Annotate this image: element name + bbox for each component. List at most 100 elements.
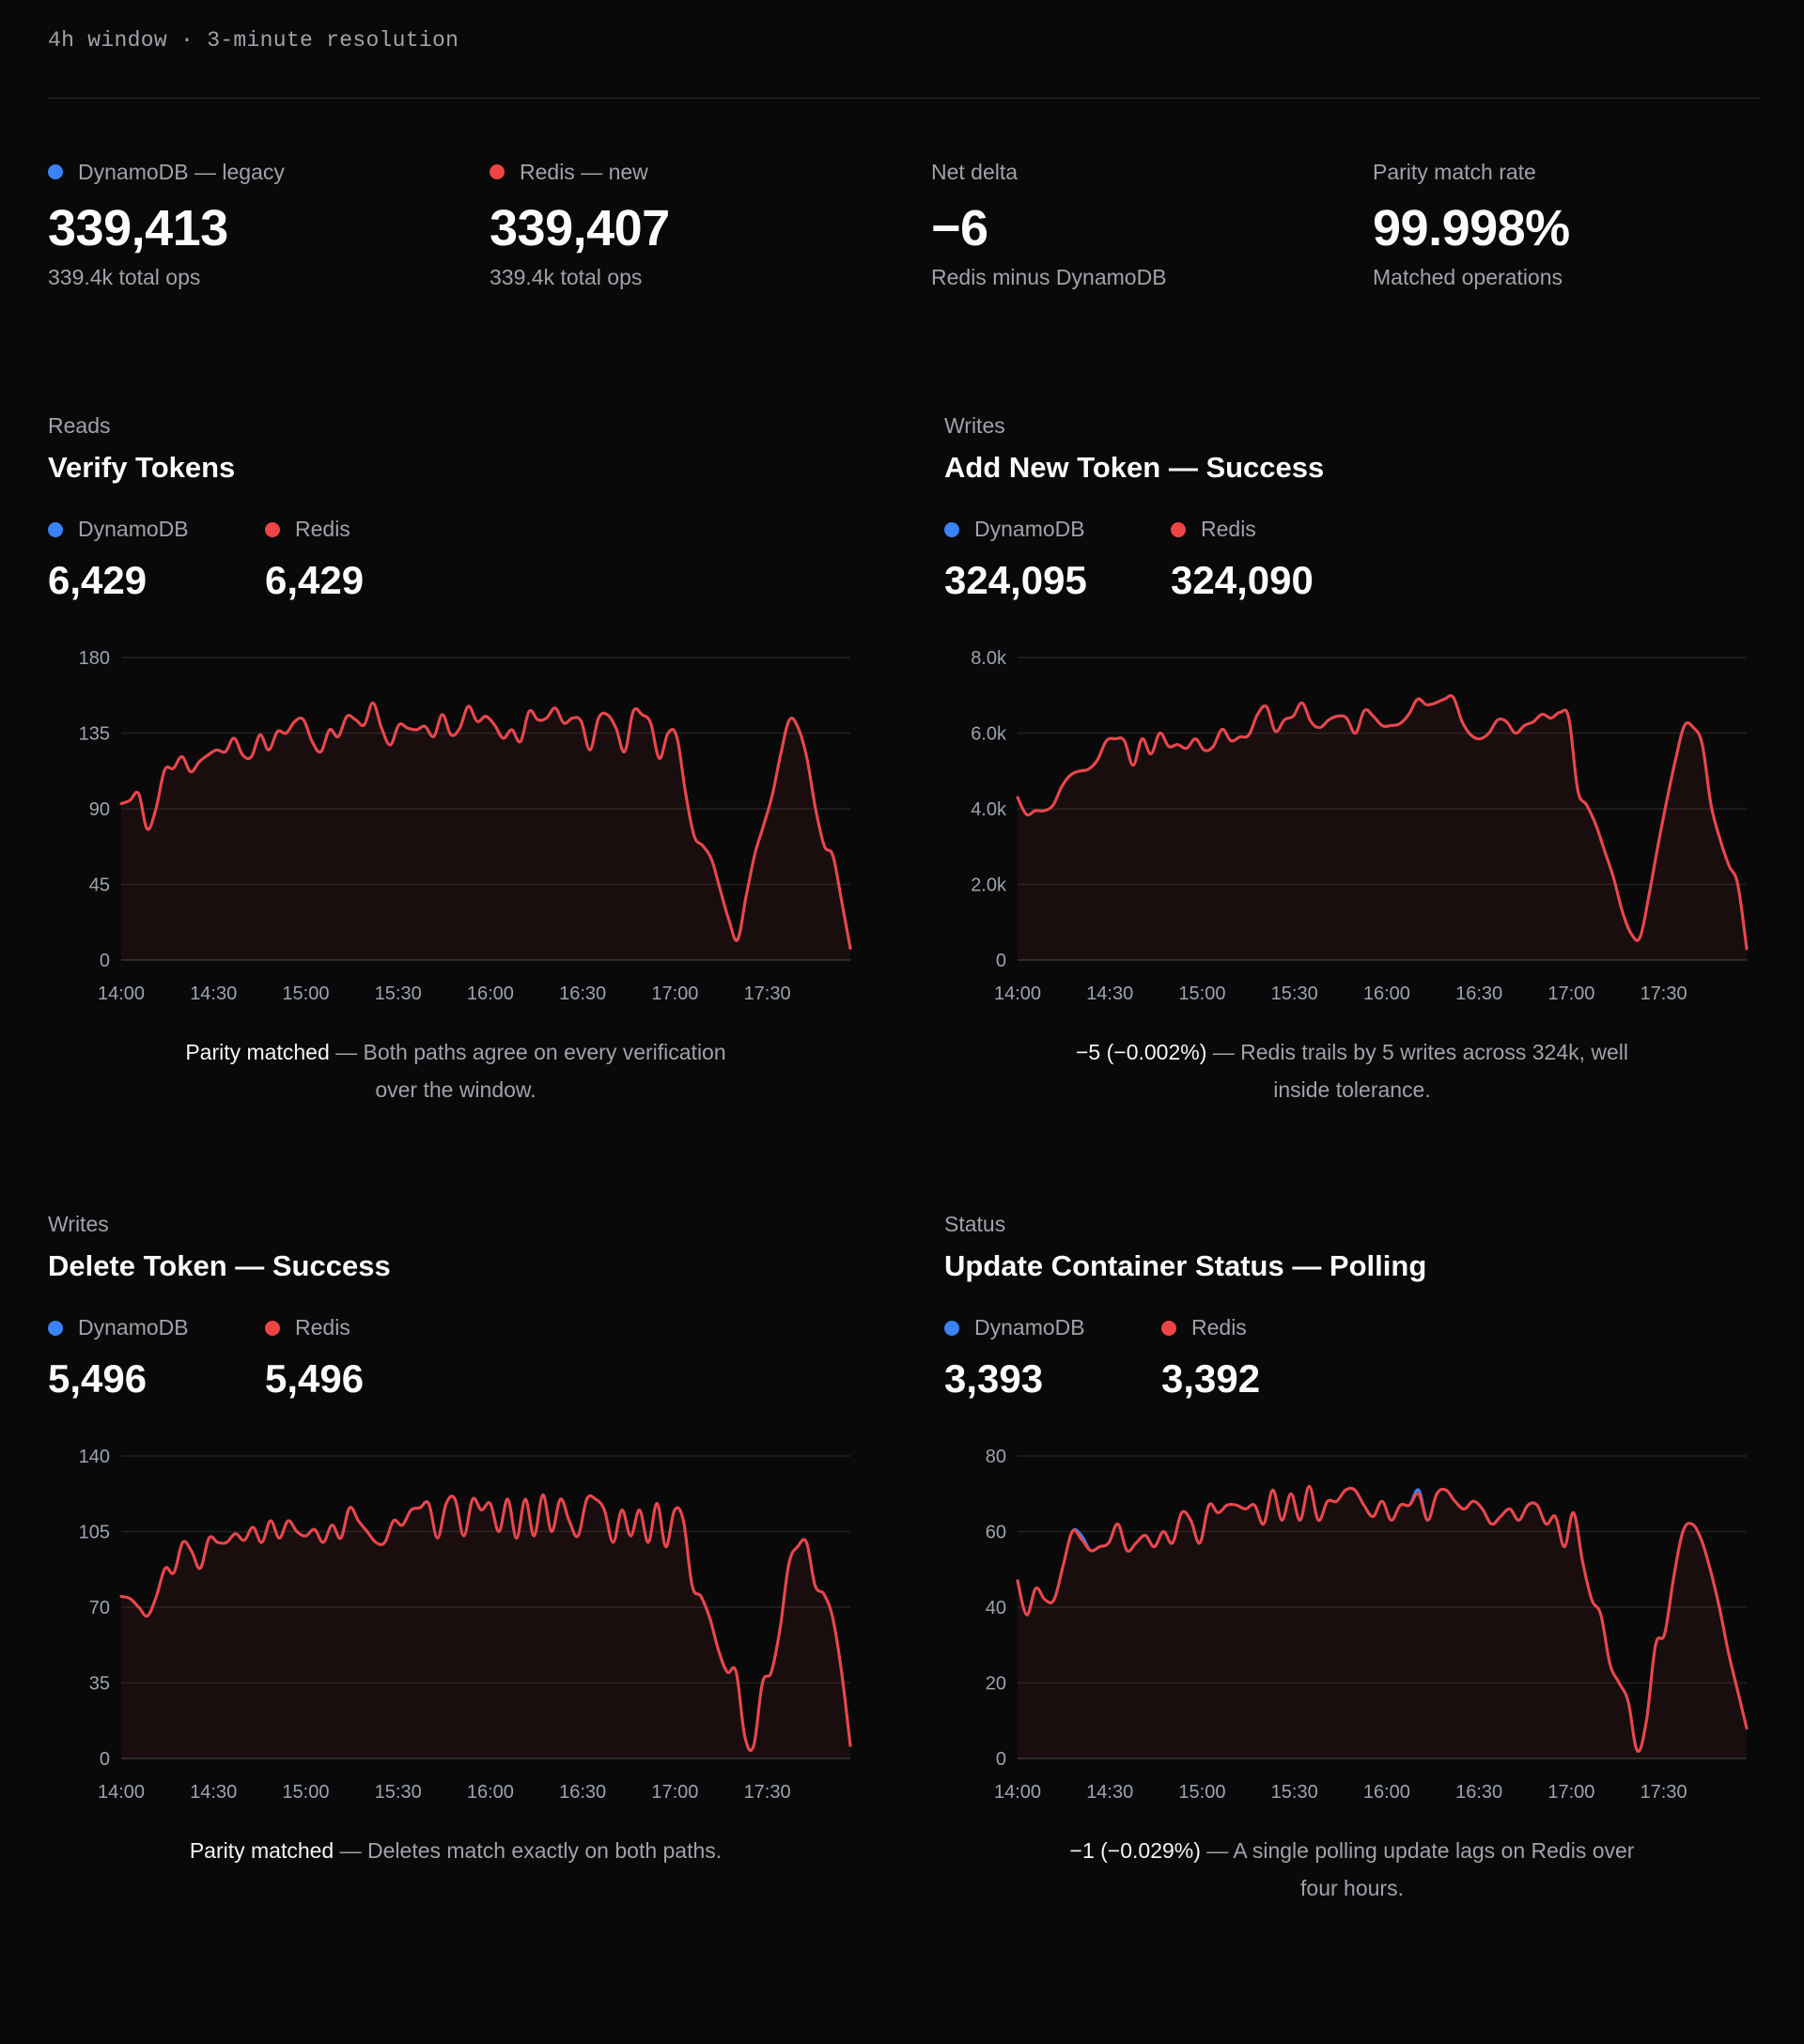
legend-label: DynamoDB (974, 1315, 1085, 1339)
kpi-value: 99.998% (1373, 200, 1570, 256)
y-tick-label: 70 (89, 1598, 110, 1618)
kpi-value: −6 (931, 200, 988, 256)
x-tick-label: 16:00 (467, 1782, 514, 1803)
chart-gridlines (121, 1455, 850, 1759)
series-area-redis (121, 703, 850, 960)
x-tick-label: 15:30 (375, 983, 422, 1004)
x-tick-label: 17:00 (1547, 1782, 1594, 1803)
series-line-redis (119, 701, 852, 950)
panel-category: Reads (48, 413, 111, 438)
dynamodb-dot-icon (944, 1320, 959, 1336)
chart-update-container-status: 0 20 40 60 80 14:00 14:30 15:00 15:30 16:00 16:30 1… (986, 1447, 1749, 1803)
series-area-redis (1018, 1486, 1747, 1758)
series-area-redis (1018, 695, 1747, 960)
redis-dot-icon (1171, 521, 1186, 537)
kpi-sub: 339.4k total ops (48, 265, 201, 289)
x-tick-label: 17:30 (1641, 1782, 1687, 1803)
kpi-parity-rate: Parity match rate 99.998% Matched operat… (1373, 156, 1804, 290)
x-tick-label: 16:30 (559, 1782, 606, 1803)
chart-gridlines (1018, 1455, 1747, 1759)
y-tick-label: 140 (79, 1447, 110, 1467)
legend-dynamodb: DynamoDB (944, 1315, 1085, 1340)
panel-delete-token: Writes Delete Token — Success DynamoDB R… (48, 1212, 894, 1907)
y-tick-label: 80 (986, 1447, 1006, 1467)
y-tick-label: 105 (79, 1523, 110, 1543)
panel-category: Status (944, 1212, 1006, 1236)
x-tick-label: 14:00 (98, 1782, 145, 1803)
panel-title: Delete Token — Success (48, 1249, 391, 1282)
note-highlight: −1 (−0.029%) (1069, 1838, 1201, 1863)
dynamodb-dot-icon (48, 1320, 63, 1336)
dynamodb-count: 5,496 (48, 1356, 148, 1401)
y-tick-label: 0 (996, 951, 1006, 971)
note-text-continued: over the window. (375, 1077, 537, 1102)
kpi-sub: Redis minus DynamoDB (931, 265, 1167, 289)
x-tick-label: 15:00 (282, 1782, 329, 1803)
x-tick-label: 16:00 (1363, 1782, 1410, 1803)
x-tick-label: 15:00 (1178, 1782, 1225, 1803)
x-tick-label: 14:00 (994, 1782, 1041, 1803)
note-highlight: Parity matched (185, 1040, 330, 1064)
note-text-continued: four hours. (1300, 1876, 1404, 1900)
redis-count: 5,496 (265, 1356, 365, 1401)
x-tick-label: 17:00 (651, 983, 698, 1004)
chart-add-new-token: 0 2.0k 4.0k 6.0k 8.0k 14:00 14:30 15:00 15:30 16:… (971, 648, 1749, 1004)
kpi-label: DynamoDB — legacy (78, 159, 285, 184)
y-tick-label: 0 (100, 1749, 110, 1770)
redis-count: 3,392 (1161, 1356, 1261, 1401)
panel-note: Parity matched — Both paths agree on eve… (48, 1033, 863, 1108)
x-tick-label: 15:00 (1178, 983, 1225, 1004)
y-tick-label: 4.0k (971, 799, 1007, 820)
redis-dot-icon (1161, 1320, 1176, 1336)
kpi-label: Net delta (931, 159, 1019, 184)
chart-gridlines (121, 657, 850, 961)
y-tick-label: 135 (79, 724, 110, 745)
series-line-redis (119, 1493, 852, 1753)
kpi-label: Redis — new (520, 159, 648, 184)
note-text: — Deletes match exactly on both paths. (334, 1838, 723, 1863)
legend-redis: Redis (1161, 1315, 1247, 1340)
kpi-sub: 339.4k total ops (490, 265, 643, 289)
panel-note: −1 (−0.029%) — A single polling update l… (944, 1832, 1760, 1907)
y-tick-label: 60 (986, 1523, 1006, 1543)
y-tick-label: 8.0k (971, 648, 1007, 669)
y-tick-label: 35 (89, 1674, 110, 1695)
legend-redis: Redis (265, 517, 350, 542)
y-tick-label: 90 (89, 799, 110, 820)
y-tick-label: 20 (986, 1674, 1006, 1695)
dynamodb-count: 3,393 (944, 1356, 1044, 1401)
x-tick-label: 16:30 (1455, 983, 1502, 1004)
y-tick-label: 45 (89, 875, 110, 896)
kpi-value: 339,413 (48, 200, 228, 256)
panel-note: −5 (−0.002%) — Redis trails by 5 writes … (944, 1033, 1760, 1108)
legend-dynamodb: DynamoDB (48, 517, 189, 542)
legend-dynamodb: DynamoDB (944, 517, 1085, 542)
x-tick-label: 14:30 (1086, 983, 1133, 1004)
x-tick-label: 17:30 (744, 1782, 791, 1803)
y-tick-label: 0 (100, 951, 110, 971)
series-line-redis (1016, 694, 1749, 951)
x-tick-label: 14:30 (190, 1782, 237, 1803)
y-tick-label: 0 (996, 1749, 1006, 1770)
x-tick-label: 16:30 (1455, 1782, 1502, 1803)
panel-title: Verify Tokens (48, 451, 236, 484)
dynamodb-dot-icon (48, 521, 63, 537)
y-tick-label: 40 (986, 1598, 1006, 1618)
x-tick-label: 17:00 (651, 1782, 698, 1803)
dynamodb-count: 6,429 (48, 558, 148, 602)
panel-category: Writes (48, 1212, 109, 1236)
note-highlight: Parity matched (189, 1838, 334, 1863)
panel-update-container-status: Status Update Container Status — Polling… (944, 1212, 1790, 1907)
legend-label: DynamoDB (78, 1315, 189, 1339)
kpi-value: 339,407 (490, 200, 670, 256)
dynamodb-count: 324,095 (944, 558, 1087, 602)
x-tick-label: 16:00 (467, 983, 514, 1004)
y-tick-label: 180 (79, 648, 110, 669)
kpi-dynamodb: DynamoDB — legacy 339,413 339.4k total o… (48, 156, 480, 290)
note-text-continued: inside tolerance. (1273, 1077, 1431, 1102)
kpi-redis: Redis — new 339,407 339.4k total ops (490, 156, 922, 290)
x-tick-label: 16:30 (559, 983, 606, 1004)
x-tick-label: 16:00 (1363, 983, 1410, 1004)
x-tick-label: 14:00 (98, 983, 145, 1004)
x-tick-label: 14:30 (190, 983, 237, 1004)
